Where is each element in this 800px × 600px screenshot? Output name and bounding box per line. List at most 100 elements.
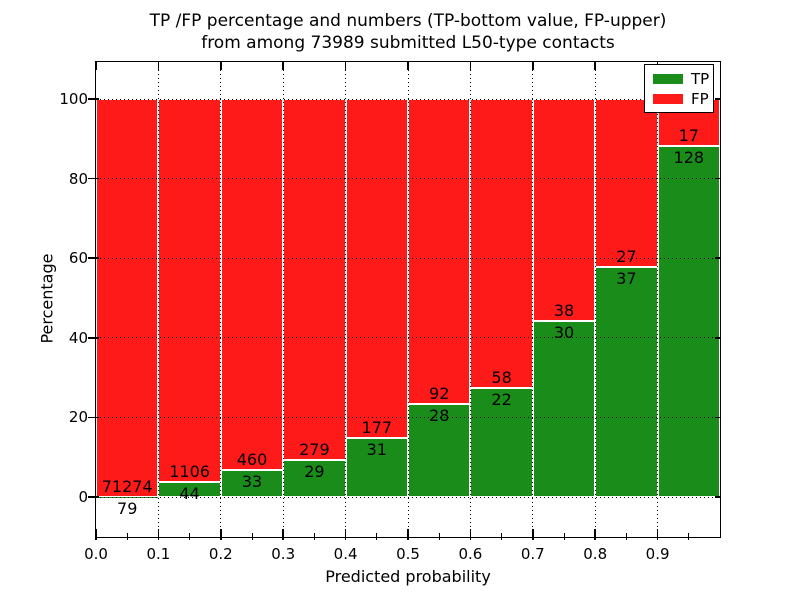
- y-major-tick: [88, 257, 99, 259]
- y-tick-label: 40: [68, 328, 88, 347]
- tp-count-label: 22: [491, 389, 512, 409]
- tp-bar-segment: [158, 481, 221, 497]
- legend-item-label: TP: [691, 70, 710, 88]
- fp-count-label: 58: [491, 367, 512, 387]
- x-minor-tick: [313, 533, 315, 540]
- x-gridline: [657, 62, 659, 537]
- y-gridline: [96, 496, 720, 498]
- tp-count-label: 128: [673, 147, 705, 167]
- x-tick-label: 0.3: [271, 545, 296, 563]
- fp-bar-segment: [345, 99, 408, 438]
- x-major-tick: [469, 529, 472, 540]
- fp-swatch-icon: [653, 94, 683, 104]
- y-major-tick-right: [715, 177, 720, 180]
- x-tick-label: 0.2: [208, 545, 233, 563]
- x-minor-tick: [688, 533, 690, 540]
- x-major-tick: [594, 529, 596, 540]
- y-gridline: [96, 257, 720, 259]
- y-major-tick-right: [715, 337, 720, 339]
- x-minor-tick: [438, 533, 440, 540]
- tp-count-label: 29: [304, 461, 325, 481]
- x-gridline: [532, 62, 534, 537]
- x-gridline: [594, 62, 596, 537]
- fp-bar-segment: [158, 99, 221, 482]
- chart-title-line1: TP /FP percentage and numbers (TP-bottom…: [149, 11, 667, 31]
- x-minor-tick: [189, 533, 191, 540]
- tp-count-label: 31: [366, 439, 387, 459]
- x-major-tick-top: [532, 62, 534, 70]
- y-gridline: [96, 98, 720, 100]
- x-tick-label: 0.8: [583, 545, 608, 563]
- x-major-tick: [656, 529, 659, 540]
- x-gridline: [157, 62, 159, 537]
- legend-item-tp: TP: [645, 69, 713, 89]
- y-tick-label: 60: [68, 249, 88, 268]
- tp-count-label: 37: [616, 268, 637, 288]
- fp-count-label: 460: [236, 450, 268, 470]
- y-gridline: [96, 337, 720, 339]
- y-tick-label: 20: [68, 408, 88, 427]
- y-tick-label: 0: [78, 488, 88, 506]
- y-major-tick: [88, 416, 99, 419]
- tp-bar-segment: [220, 470, 284, 497]
- y-major-tick-right: [715, 257, 720, 259]
- legend: TP FP: [644, 64, 714, 113]
- x-major-tick-top: [344, 62, 347, 70]
- x-minor-tick: [563, 533, 565, 540]
- x-minor-tick: [376, 533, 378, 540]
- fp-bar-segment: [532, 99, 596, 322]
- tp-swatch-icon: [653, 74, 683, 84]
- x-major-tick: [532, 529, 534, 540]
- y-gridline: [96, 178, 720, 180]
- x-tick-label: 0.1: [146, 545, 171, 563]
- x-major-tick-top: [469, 62, 472, 70]
- x-gridline: [407, 62, 409, 537]
- y-major-tick: [88, 496, 99, 498]
- tp-count-label: 28: [429, 406, 450, 426]
- y-tick-label: 80: [68, 169, 88, 188]
- tp-count-label: 79: [117, 498, 138, 518]
- tp-count-label: 33: [241, 472, 263, 492]
- y-major-tick: [88, 177, 99, 180]
- tp-count-label: 44: [179, 483, 200, 503]
- legend-item-fp: FP: [645, 89, 713, 109]
- y-gridline: [96, 416, 720, 418]
- x-major-tick: [407, 529, 409, 540]
- x-tick-label: 0.6: [458, 545, 483, 563]
- x-minor-tick: [126, 533, 128, 540]
- x-major-tick: [220, 529, 222, 540]
- fp-count-label: 71274: [101, 476, 153, 496]
- fp-bar-segment: [470, 99, 533, 388]
- y-major-tick: [88, 98, 99, 100]
- x-major-tick-top: [282, 62, 284, 70]
- fp-bar-segment: [220, 99, 284, 471]
- tp-bar-segment: [408, 404, 471, 497]
- x-tick-label: 0.0: [84, 545, 108, 563]
- fp-count-label: 38: [553, 301, 575, 321]
- chart-title-line2: from among 73989 submitted L50-type cont…: [201, 33, 615, 53]
- tp-bar-segment: [283, 459, 346, 497]
- fp-bar-segment: [408, 99, 471, 405]
- x-gridline: [469, 62, 471, 537]
- fp-bar-segment: [96, 99, 159, 497]
- tp-bar-segment: [345, 437, 408, 497]
- fp-count-label: 92: [429, 384, 450, 404]
- fp-count-label: 1106: [169, 461, 210, 481]
- plot-area: TP FP 71274 79 1106 44 460 33 279 29 177 31 92 28 58 2…: [88, 61, 721, 540]
- x-axis-label: Predicted probability: [325, 567, 491, 586]
- x-major-tick: [95, 529, 97, 540]
- x-tick-label: 0.5: [396, 545, 420, 563]
- legend-item-label: FP: [691, 90, 709, 108]
- y-tick-label: 100: [59, 90, 88, 108]
- fp-count-label: 279: [299, 439, 330, 459]
- y-major-tick-right: [715, 416, 720, 419]
- x-gridline: [282, 62, 284, 537]
- chart-title: TP /FP percentage and numbers (TP-bottom…: [96, 10, 720, 54]
- tp-count-label: 30: [553, 323, 575, 343]
- x-tick-label: 0.7: [520, 545, 545, 563]
- x-major-tick-top: [407, 62, 409, 70]
- x-major-tick-top: [594, 62, 596, 70]
- fp-count-label: 17: [678, 125, 699, 145]
- x-major-tick-top: [220, 62, 222, 70]
